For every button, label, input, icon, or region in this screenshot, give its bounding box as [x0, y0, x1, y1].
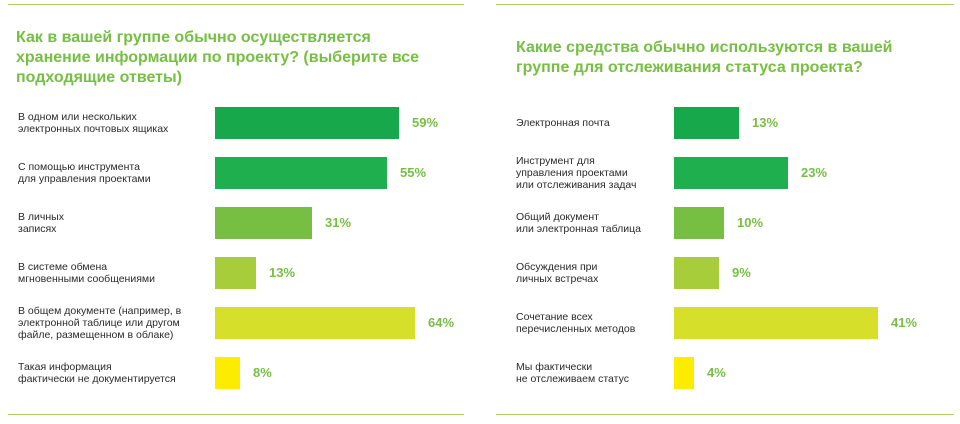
bottom-rule [8, 414, 464, 415]
chart-title: Как в вашей группе обычно осуществляется… [16, 29, 420, 86]
bar [215, 257, 256, 289]
bar [674, 207, 724, 239]
category-label: В общем документе (например, в электронн… [18, 305, 182, 341]
value-label: 13% [752, 115, 779, 130]
bar [215, 357, 240, 389]
value-label: 9% [732, 265, 751, 280]
value-label: 59% [412, 115, 439, 130]
value-label: 4% [707, 365, 726, 380]
top-rule [8, 4, 464, 5]
bar [215, 207, 312, 239]
top-rule [496, 4, 954, 5]
value-label: 10% [737, 215, 764, 230]
category-label: Мы фактически не отслеживаем статус [516, 361, 629, 385]
bar [674, 307, 878, 339]
category-label: Обсуждения при личных встречах [516, 261, 599, 285]
value-label: 41% [891, 315, 918, 330]
chart-tracking-panel: Какие средства обычно используются в ваш… [492, 0, 960, 424]
category-label: Сочетание всех перечисленных методов [516, 311, 636, 335]
category-label: С помощью инструмента для управления про… [18, 161, 151, 185]
value-label: 23% [801, 165, 828, 180]
value-label: 13% [269, 265, 296, 280]
bottom-rule [496, 414, 954, 415]
value-label: 55% [400, 165, 427, 180]
category-label: В личных записях [18, 211, 64, 235]
bar [215, 157, 387, 189]
category-label: В системе обмена мгновенными сообщениями [18, 261, 155, 285]
category-label: Общий документ или электронная таблица [516, 211, 642, 235]
chart-title: Какие средства обычно используются в ваш… [516, 39, 893, 76]
category-label: Инструмент для управления проектами или … [516, 155, 637, 191]
value-label: 31% [325, 215, 352, 230]
bar [674, 257, 719, 289]
bar [215, 107, 399, 139]
category-label: Электронная почта [516, 117, 610, 129]
category-label: Такая информация фактически не документи… [18, 361, 176, 385]
value-label: 64% [428, 315, 455, 330]
bar [674, 357, 694, 389]
bar [674, 157, 788, 189]
category-label: В одном или нескольких электронных почто… [18, 111, 169, 135]
value-label: 8% [253, 365, 272, 380]
bar [674, 107, 739, 139]
bar [215, 307, 415, 339]
chart-storage-panel: Как в вашей группе обычно осуществляется… [0, 0, 468, 424]
